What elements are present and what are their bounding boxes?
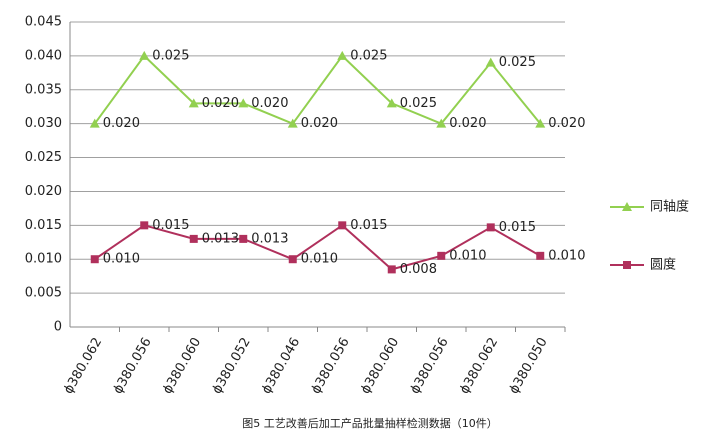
data-point: [288, 255, 297, 264]
data-point: [337, 50, 348, 60]
annotation: 0.020: [449, 116, 486, 131]
y-tick-label: 0.005: [25, 286, 62, 301]
series-line: [94, 224, 541, 271]
data-point: [485, 57, 496, 67]
x-tick-label: ϕ380.060: [358, 335, 402, 396]
legend-label: 圆度: [650, 257, 676, 273]
annotation: 0.013: [202, 231, 239, 246]
data-point: [189, 234, 198, 243]
x-tick-label: ϕ380.052: [210, 335, 254, 396]
data-point: [436, 118, 447, 128]
data-point: [386, 98, 397, 108]
annotation: 0.013: [251, 231, 288, 246]
x-tick-label: ϕ380.056: [309, 335, 353, 396]
annotation: 0.015: [499, 220, 536, 235]
annotation: 0.010: [103, 252, 140, 267]
data-point: [437, 251, 446, 260]
legend-marker: [622, 202, 632, 211]
y-tick-label: 0.025: [25, 150, 62, 165]
annotation: 0.010: [301, 252, 338, 267]
data-point: [139, 50, 150, 60]
data-point: [338, 221, 347, 230]
y-tick-label: 0.020: [25, 184, 62, 199]
data-point: [89, 118, 100, 128]
annotation: 0.020: [202, 96, 239, 111]
y-tick-label: 0.030: [25, 116, 62, 131]
data-point: [140, 221, 149, 230]
x-tick-label: ϕ380.062: [61, 335, 105, 396]
data-point: [239, 234, 248, 243]
annotation: 0.015: [350, 218, 387, 233]
x-tick-label: ϕ380.062: [457, 335, 501, 396]
annotation: 0.020: [103, 116, 140, 131]
annotation: 0.020: [251, 96, 288, 111]
legend-label: 同轴度: [650, 199, 689, 215]
annotation: 0.020: [548, 116, 585, 131]
x-tick-label: ϕ380.060: [160, 335, 204, 396]
y-tick-label: 0.010: [25, 252, 62, 267]
y-tick-label: 0.035: [25, 82, 62, 97]
y-tick-label: 0.040: [25, 48, 62, 63]
annotation: 0.025: [152, 48, 189, 63]
data-point: [188, 98, 199, 108]
legend-marker: [623, 261, 631, 269]
y-tick-label: 0: [54, 320, 62, 335]
caption: 图5 工艺改善后加工产品批量抽样检测数据（10件）: [242, 416, 498, 430]
annotation: 0.010: [449, 248, 486, 263]
annotation: 0.025: [350, 48, 387, 63]
data-point: [536, 251, 545, 260]
annotation: 0.025: [499, 55, 536, 70]
x-tick-label: ϕ380.050: [507, 335, 551, 396]
annotation: 0.015: [152, 218, 189, 233]
series-line: [93, 54, 542, 125]
annotation: 0.020: [301, 116, 338, 131]
y-tick-label: 0.015: [25, 218, 62, 233]
annotation: 0.025: [400, 96, 437, 111]
y-tick-label: 0.045: [25, 15, 62, 30]
x-tick-label: ϕ380.056: [111, 335, 155, 396]
data-point: [535, 118, 546, 128]
x-tick-label: ϕ380.046: [259, 335, 303, 396]
x-tick-label: ϕ380.056: [408, 335, 452, 396]
annotation: 0.010: [548, 248, 585, 263]
data-point: [486, 223, 495, 232]
data-point: [238, 98, 249, 108]
annotation: 0.008: [400, 262, 437, 277]
data-point: [287, 118, 298, 128]
data-point: [90, 255, 99, 264]
data-point: [387, 265, 396, 274]
